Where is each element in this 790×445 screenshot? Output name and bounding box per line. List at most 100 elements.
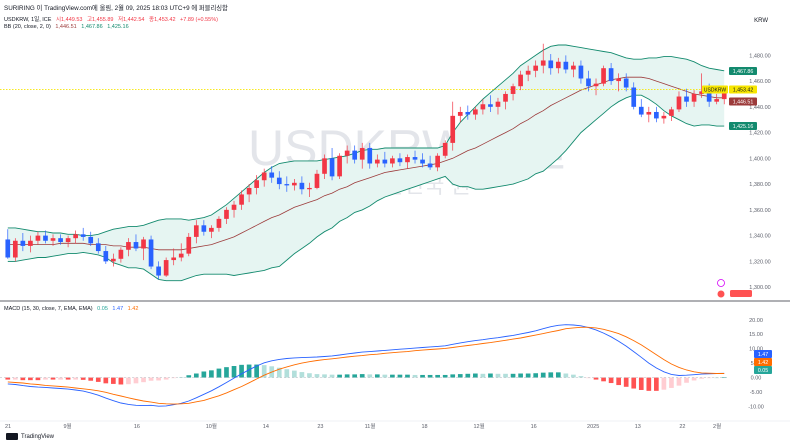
time-tick-label: 21 — [5, 424, 11, 430]
candle-body — [314, 173, 320, 188]
candle-body — [661, 115, 667, 119]
candle-body — [111, 258, 116, 262]
candle-body — [224, 209, 229, 219]
candle-body — [495, 101, 501, 107]
candle-body — [261, 172, 267, 181]
candle-body — [284, 184, 290, 186]
macd-tick-label: -5.00 — [750, 390, 763, 396]
macd-histogram-bar — [691, 377, 697, 381]
macd-histogram-bar — [684, 377, 689, 383]
macd-histogram-bar — [631, 377, 637, 389]
macd-tick-label: 15.00 — [749, 332, 763, 338]
macd-histogram-bar — [239, 364, 244, 378]
macd-histogram-bar — [171, 377, 177, 379]
candle-body — [307, 187, 312, 190]
macd-histogram-bar — [216, 368, 222, 378]
price-tick-label: 1,320.00 — [749, 259, 770, 265]
macd-histogram-bar — [473, 373, 478, 378]
macd-histogram-bar — [465, 373, 471, 378]
candle-body — [276, 177, 282, 185]
macd-tick-label: -10.00 — [748, 404, 764, 410]
time-tick-label: 23 — [317, 424, 323, 430]
currency-label: KRW — [754, 18, 768, 24]
bb-upper-value: 1,467.86 — [81, 24, 103, 30]
candle-body — [488, 104, 493, 107]
candle-body — [382, 159, 388, 164]
macd-histogram-bar — [616, 377, 621, 386]
candle-body — [329, 158, 335, 177]
candle-body — [427, 163, 433, 168]
macd-histogram-bar — [314, 374, 320, 378]
macd-histogram-bar — [261, 365, 267, 378]
candle-body — [35, 235, 41, 241]
candle-body — [95, 243, 101, 252]
time-tick-label: 9월 — [63, 422, 71, 430]
macd-histogram-bar — [518, 373, 523, 378]
macd-histogram-bar — [28, 377, 33, 381]
legend-low: 저1,442.54 — [118, 17, 145, 23]
close-tag: 1,453.42 — [733, 88, 754, 94]
candle-body — [646, 111, 652, 115]
bb-basis-tag-bg — [729, 97, 757, 106]
candle-body — [80, 234, 86, 237]
candle-body — [344, 150, 350, 156]
macd-histogram-bar — [563, 373, 569, 378]
candle-body — [148, 239, 154, 267]
macd-histogram-bar — [186, 375, 192, 378]
price-tick-label: 1,440.00 — [749, 105, 770, 111]
candle-body — [239, 194, 244, 205]
macd-histogram-bar — [601, 377, 606, 382]
candle-body — [586, 78, 591, 87]
macd-histogram-bar — [450, 374, 456, 378]
macd-histogram-bar — [548, 372, 554, 378]
candle-body — [254, 180, 259, 188]
macd-histogram-bar — [178, 376, 184, 378]
macd-histogram-bar — [555, 372, 561, 378]
flag-marker-icon — [717, 290, 725, 298]
candle-body — [503, 93, 508, 102]
macd-histogram-bar — [322, 374, 327, 378]
candle-body — [12, 240, 18, 258]
macd-histogram-bar — [329, 374, 335, 378]
macd-histogram-bar — [420, 374, 425, 378]
macd-histogram-bar — [457, 374, 463, 378]
publish-title: SURIRING 이 TradingView.com에 올림, 2월 09, 2… — [4, 5, 228, 12]
candle-body — [322, 158, 327, 174]
price-tick-label: 1,380.00 — [749, 182, 770, 188]
macd-histogram-bar — [397, 374, 403, 378]
candle-body — [133, 242, 139, 249]
macd-histogram-bar — [224, 367, 229, 378]
macd-histogram-bar — [299, 372, 305, 378]
macd-histogram-bar — [480, 373, 486, 378]
macd-histogram-bar — [412, 374, 418, 378]
bb-lower-value: 1,425.16 — [107, 24, 129, 30]
candle-body — [684, 96, 689, 102]
macd-histogram-bar — [126, 377, 131, 385]
macd-histogram-bar — [111, 377, 116, 384]
time-tick-label: 12월 — [474, 422, 485, 430]
macd-histogram-bar — [608, 377, 614, 384]
macd-histogram-bar — [367, 374, 373, 378]
macd-line — [7, 324, 725, 407]
bb-upper-tag: 1,467.86 — [733, 69, 754, 75]
macd-histogram-bar — [58, 377, 63, 380]
macd-histogram-bar — [435, 374, 440, 378]
candle-body — [548, 60, 554, 69]
candle-body — [118, 249, 124, 259]
macd-histogram-bar — [533, 373, 539, 378]
macd-histogram-bar — [442, 374, 448, 378]
macd-histogram-bar — [706, 377, 712, 379]
macd-histogram-bar — [254, 364, 259, 378]
candle-body — [593, 83, 599, 87]
bb-basis-value: 1,446.51 — [55, 24, 77, 30]
macd-histogram-bar — [209, 370, 214, 378]
macd-signal-value: 1.42 — [127, 306, 139, 312]
candle-body — [390, 158, 395, 164]
candle-body — [616, 78, 621, 82]
macd-histogram-bar — [141, 377, 146, 383]
candle-body — [5, 239, 11, 258]
candle-body — [209, 227, 214, 232]
macd-histogram-bar — [50, 377, 56, 380]
